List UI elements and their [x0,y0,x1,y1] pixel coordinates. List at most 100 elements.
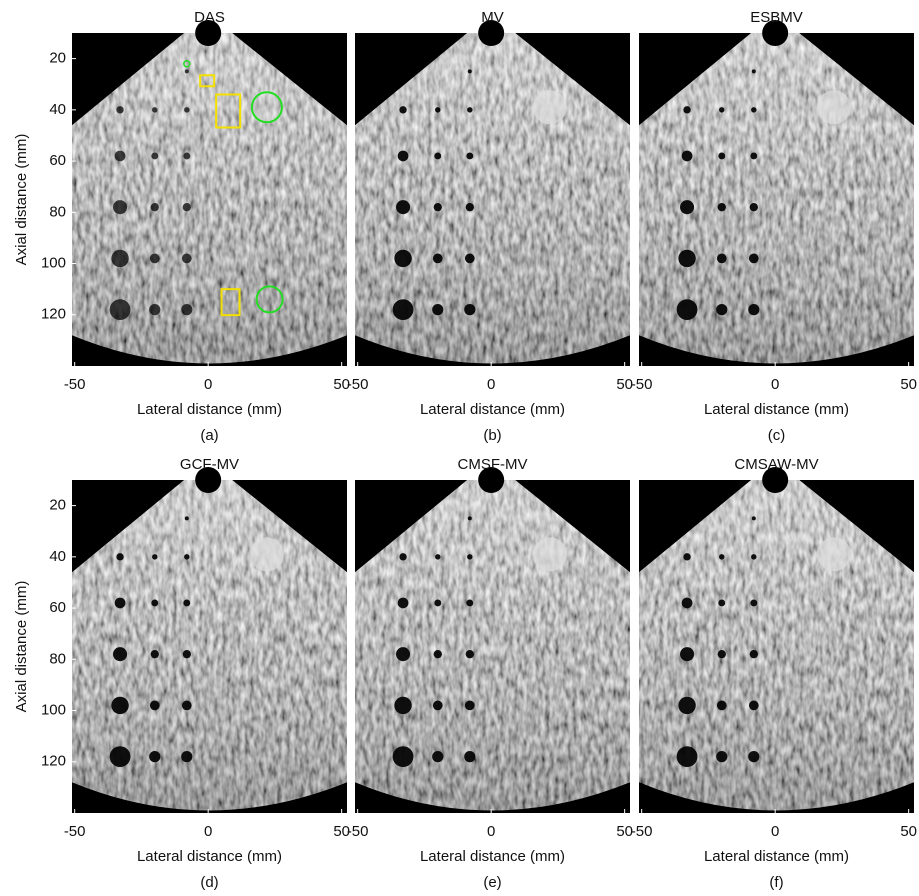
y-tick-label: 80 [49,203,66,220]
cyst [750,600,757,607]
cyst [466,600,473,607]
panel-caption: (a) [200,427,218,444]
cyst [467,107,472,112]
cyst [718,153,725,160]
panel: DAS-50050Lateral distance (mm)(a)2040608… [13,9,350,444]
x-axis-label: Lateral distance (mm) [704,401,849,418]
cyst [432,751,443,762]
y-tick-label: 20 [49,50,66,67]
cyst [183,600,190,607]
cyst [716,751,727,762]
panel: CMSAW-MV-50050Lateral distance (mm)(f) [631,456,917,891]
cyst [717,701,727,711]
panel-caption: (f) [769,874,783,891]
y-tick-label: 20 [49,497,66,514]
y-tick-label: 60 [49,599,66,616]
cyst [717,254,727,264]
inclusion [250,90,284,124]
x-axis-label: Lateral distance (mm) [420,401,565,418]
cyst [682,151,693,162]
cyst [182,701,192,711]
cyst [434,203,442,211]
x-tick-label: -50 [347,376,369,393]
cyst [434,600,441,607]
cyst [149,304,160,315]
cyst [110,299,131,320]
cyst [151,650,159,658]
x-tick-label: 0 [487,823,495,840]
cyst [394,250,411,267]
x-tick-label: -50 [631,823,653,840]
cyst [719,554,724,559]
x-tick-label: -50 [64,823,86,840]
cyst [750,650,758,658]
panel-title: ESBMV [750,9,803,26]
cyst [181,304,192,315]
cyst [396,200,410,214]
cyst [184,107,189,112]
cyst [680,200,694,214]
cyst [185,69,189,73]
cyst [678,697,695,714]
cyst [432,304,443,315]
x-axis-label: Lateral distance (mm) [137,401,282,418]
x-tick-label: 0 [204,376,212,393]
cyst [183,650,191,658]
cyst [464,751,475,762]
y-axis-label: Axial distance (mm) [13,134,30,266]
y-tick-label: 40 [49,101,66,118]
cyst [150,701,160,711]
cyst [116,106,123,113]
cyst [151,600,158,607]
cyst [466,203,474,211]
inclusion [817,90,851,124]
cyst [678,250,695,267]
cyst [467,554,472,559]
cyst [393,299,414,320]
cyst [677,299,698,320]
cyst [398,151,409,162]
cyst [749,254,759,264]
cyst [150,254,160,264]
cyst [111,250,128,267]
y-tick-label: 60 [49,152,66,169]
cyst [752,516,756,520]
panel-caption: (d) [200,874,218,891]
cyst [718,203,726,211]
cyst [399,553,406,560]
x-tick-label: 0 [204,823,212,840]
x-tick-label: -50 [631,376,653,393]
y-tick-label: 100 [41,702,66,719]
x-tick-label: 0 [487,376,495,393]
cyst [433,701,443,711]
cyst [749,701,759,711]
cyst [152,554,157,559]
panel-caption: (b) [483,427,501,444]
inclusion [533,90,567,124]
figure: DAS-50050Lateral distance (mm)(a)2040608… [0,0,919,896]
cyst [718,600,725,607]
cyst [398,598,409,609]
cyst [465,254,475,264]
panel: CMSF-MV-50050Lateral distance (mm)(e) [347,456,633,891]
cyst [115,598,126,609]
panel-title: DAS [194,9,225,26]
cyst [682,598,693,609]
y-tick-label: 80 [49,650,66,667]
panel-caption: (c) [768,427,786,444]
y-tick-label: 120 [41,753,66,770]
cyst [466,153,473,160]
cyst [394,697,411,714]
cyst [719,107,724,112]
cyst [680,647,694,661]
panel-title: MV [481,9,504,26]
cyst [716,304,727,315]
cyst [751,107,756,112]
x-axis-label: Lateral distance (mm) [137,848,282,865]
cyst [152,107,157,112]
y-axis-label: Axial distance (mm) [13,581,30,713]
cyst [750,203,758,211]
